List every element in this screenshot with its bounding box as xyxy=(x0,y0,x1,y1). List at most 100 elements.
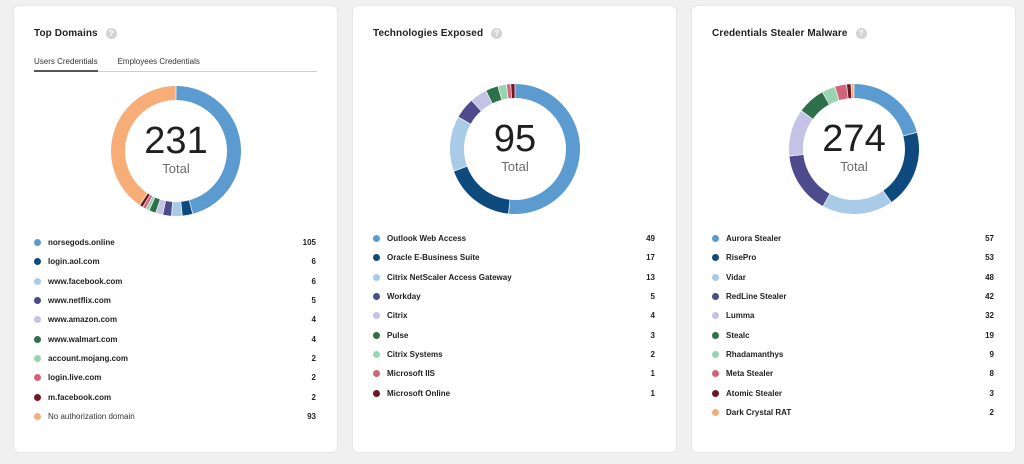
donut-slice-m-facebook-com[interactable] xyxy=(140,193,150,207)
legend-item-stealc[interactable]: Stealc 19 xyxy=(712,325,994,344)
legend-label: Workday xyxy=(387,292,421,302)
card-title: Credentials Stealer Malware xyxy=(712,27,848,39)
legend-value: 17 xyxy=(646,253,655,263)
legend: Outlook Web Access 49 Oracle E-Business Su… xyxy=(373,229,655,403)
donut-slice-dark-crystal-rat[interactable] xyxy=(851,84,854,99)
donut-slice-aurora-stealer[interactable] xyxy=(854,84,917,136)
legend-item-rhadamanthys[interactable]: Rhadamanthys 9 xyxy=(712,345,994,364)
legend-value: 4 xyxy=(650,311,655,321)
donut-slice-citrix-netscaler-access-gateway[interactable] xyxy=(450,117,471,171)
donut-slice-pulse[interactable] xyxy=(486,86,502,104)
legend-item-www-walmart-com[interactable]: www.walmart.com 4 xyxy=(34,329,316,348)
legend-item-norsegods-online[interactable]: norsegods.online 105 xyxy=(34,233,316,252)
legend-item-www-facebook-com[interactable]: www.facebook.com 6 xyxy=(34,272,316,291)
total-label: Total xyxy=(501,159,529,174)
legend-label: Pulse xyxy=(387,330,409,340)
donut-slice-microsoft-online[interactable] xyxy=(511,84,515,99)
legend-item-microsoft-iis[interactable]: Microsoft IIS 1 xyxy=(373,364,655,383)
legend-item-risepro[interactable]: RisePro 53 xyxy=(712,248,994,267)
technologies-exposed-card: Technologies Exposed ? 95 Total Outlook … xyxy=(353,6,676,452)
legend-item-pulse[interactable]: Pulse 3 xyxy=(373,325,655,344)
legend-label: Rhadamanthys xyxy=(726,349,784,359)
legend-item-aurora-stealer[interactable]: Aurora Stealer 57 xyxy=(712,229,994,248)
legend-item-www-amazon-com[interactable]: www.amazon.com 4 xyxy=(34,310,316,329)
legend-item-lumma[interactable]: Lumma 32 xyxy=(712,306,994,325)
legend-item-citrix-netscaler-access-gateway[interactable]: Citrix NetScaler Access Gateway 13 xyxy=(373,268,655,287)
donut-slice-www-netflix-com[interactable] xyxy=(163,200,173,216)
donut-slice-stealc[interactable] xyxy=(801,92,829,119)
donut-slice-citrix[interactable] xyxy=(472,91,492,111)
tab-employees-credentials[interactable]: Employees Credentials xyxy=(117,57,200,66)
donut-slice-atomic-stealer[interactable] xyxy=(846,84,852,99)
legend-item-citrix-systems[interactable]: Citrix Systems 2 xyxy=(373,345,655,364)
legend-item-m-facebook-com[interactable]: m.facebook.com 2 xyxy=(34,387,316,406)
question-circle-icon[interactable]: ? xyxy=(105,27,117,39)
donut-slice-www-walmart-com[interactable] xyxy=(149,197,160,213)
legend-swatch xyxy=(34,258,41,266)
donut-slice-www-facebook-com[interactable] xyxy=(171,201,182,216)
question-circle-icon[interactable]: ? xyxy=(855,27,867,39)
legend-swatch xyxy=(34,374,41,382)
donut-svg xyxy=(450,84,580,214)
legend-item-oracle-e-business-suite[interactable]: Oracle E-Business Suite 17 xyxy=(373,248,655,267)
donut-chart: 274 Total xyxy=(789,84,919,214)
donut-slice-lumma[interactable] xyxy=(789,111,813,156)
legend-label: m.facebook.com xyxy=(48,392,112,402)
donut-slice-citrix-systems[interactable] xyxy=(498,84,508,100)
legend-label: Aurora Stealer xyxy=(726,234,782,244)
legend-item-microsoft-online[interactable]: Microsoft Online 1 xyxy=(373,383,655,402)
legend-swatch xyxy=(712,312,719,320)
legend-value: 19 xyxy=(985,330,994,340)
legend-swatch xyxy=(712,235,719,243)
legend-item-vidar[interactable]: Vidar 48 xyxy=(712,268,994,287)
legend-item-citrix[interactable]: Citrix 4 xyxy=(373,306,655,325)
total-value: 274 xyxy=(822,118,886,160)
donut-slice-norsegods-online[interactable] xyxy=(176,86,241,214)
donut-slice-microsoft-iis[interactable] xyxy=(506,84,512,99)
legend-item-dark-crystal-rat[interactable]: Dark Crystal RAT 2 xyxy=(712,403,994,422)
legend-label: www.amazon.com xyxy=(48,315,118,325)
legend-value: 9 xyxy=(989,349,994,359)
legend-swatch xyxy=(34,393,41,401)
donut-slice-outlook-web-access[interactable] xyxy=(508,84,580,214)
legend-swatch xyxy=(34,239,41,247)
legend-value: 4 xyxy=(311,334,316,344)
legend-item-account-mojang-com[interactable]: account.mojang.com 2 xyxy=(34,349,316,368)
legend-item-www-netflix-com[interactable]: www.netflix.com 5 xyxy=(34,291,316,310)
legend-label: www.facebook.com xyxy=(48,276,123,286)
tab-users-credentials[interactable]: Users Credentials xyxy=(34,57,98,72)
legend-label: Citrix NetScaler Access Gateway xyxy=(387,272,512,282)
donut-slice-oracle-e-business-suite[interactable] xyxy=(454,166,510,214)
donut-slice-meta-stealer[interactable] xyxy=(835,84,848,101)
legend-label: RedLine Stealer xyxy=(726,292,787,302)
donut-chart: 231 Total xyxy=(111,86,241,216)
donut-slice-workday[interactable] xyxy=(458,100,481,124)
donut-slice-account-mojang-com[interactable] xyxy=(146,196,155,211)
legend-value: 32 xyxy=(985,311,994,321)
card-title: Technologies Exposed xyxy=(373,27,484,39)
donut-slice-redline-stealer[interactable] xyxy=(789,154,830,207)
legend-item-outlook-web-access[interactable]: Outlook Web Access 49 xyxy=(373,229,655,248)
legend-swatch xyxy=(712,389,719,397)
legend-item-workday[interactable]: Workday 5 xyxy=(373,287,655,306)
legend-item-redline-stealer[interactable]: RedLine Stealer 42 xyxy=(712,287,994,306)
donut-slice-vidar[interactable] xyxy=(823,190,891,214)
donut-slice-www-amazon-com[interactable] xyxy=(156,199,166,215)
donut-slice-login-live-com[interactable] xyxy=(143,195,153,209)
donut-slice-risepro[interactable] xyxy=(883,132,919,203)
legend-item-no-authorization-domain[interactable]: No authorization domain 93 xyxy=(34,407,316,426)
legend-item-atomic-stealer[interactable]: Atomic Stealer 3 xyxy=(712,383,994,402)
legend-swatch xyxy=(34,297,41,305)
donut-slice-no-authorization-domain[interactable] xyxy=(111,86,176,205)
donut-slice-rhadamanthys[interactable] xyxy=(822,87,839,105)
question-circle-icon[interactable]: ? xyxy=(491,27,503,39)
legend-item-meta-stealer[interactable]: Meta Stealer 8 xyxy=(712,364,994,383)
legend-item-login-live-com[interactable]: login.live.com 2 xyxy=(34,368,316,387)
total-value: 231 xyxy=(144,120,208,162)
legend-item-login-aol-com[interactable]: login.aol.com 6 xyxy=(34,252,316,271)
legend-value: 48 xyxy=(985,272,994,282)
donut-slice-login-aol-com[interactable] xyxy=(181,200,193,216)
credentials-stealer-malware-card: Credentials Stealer Malware ? 274 Total … xyxy=(692,6,1015,452)
legend-swatch xyxy=(373,254,380,262)
donut-center: 95 Total xyxy=(450,84,580,214)
